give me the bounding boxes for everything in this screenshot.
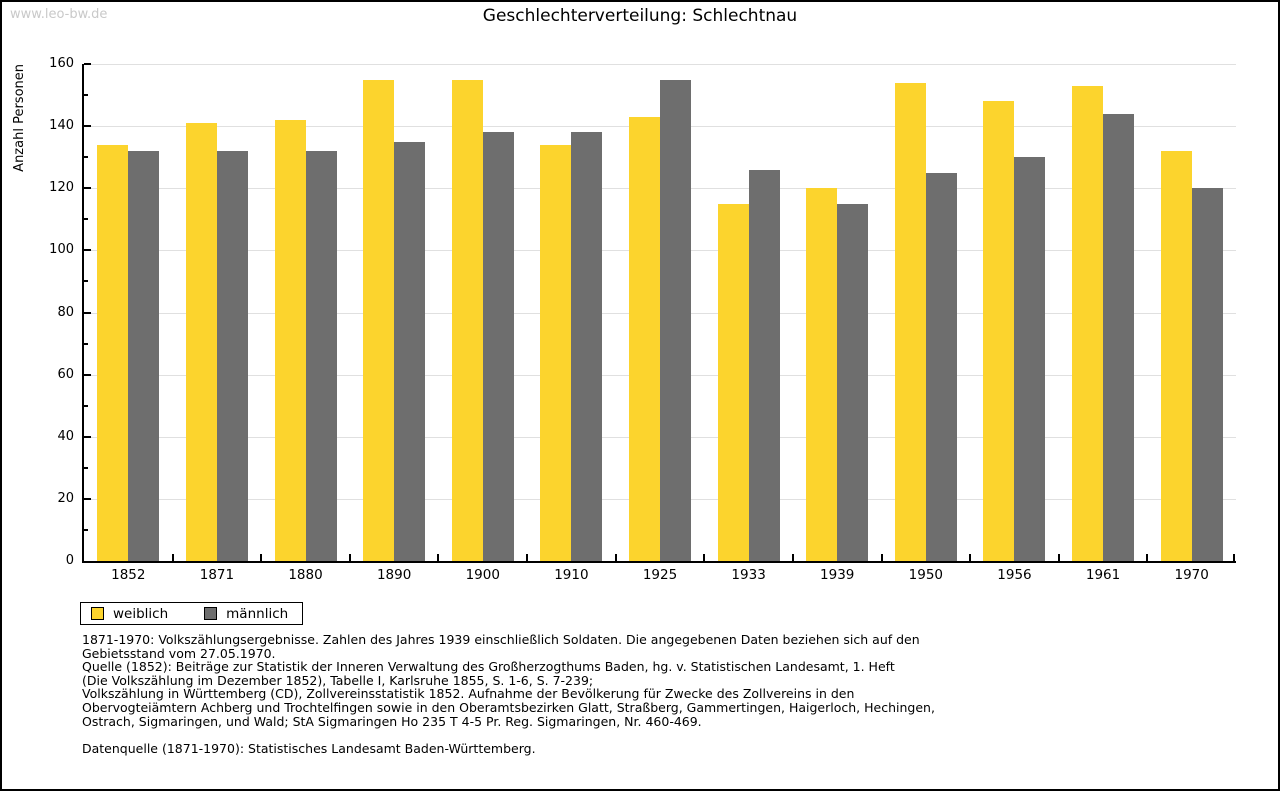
bar-weiblich-1950 (894, 82, 926, 561)
bar-weiblich-1939 (806, 188, 838, 561)
footnote-line-1: 1871-1970: Volkszählungsergebnisse. Zahl… (82, 632, 920, 647)
y-minor-tick-30 (84, 466, 88, 469)
y-major-tick-60 (84, 373, 91, 376)
x-tick-1 (171, 554, 174, 561)
legend: weiblich männlich (80, 602, 304, 625)
y-tick-label-140: 140 (49, 118, 74, 134)
bar-männlich-1950 (925, 172, 957, 561)
y-minor-tick-90 (84, 280, 88, 283)
y-major-tick-120 (84, 187, 91, 190)
y-minor-tick-10 (84, 528, 88, 531)
x-tick-label-1970: 1970 (1174, 567, 1209, 583)
x-tick-12 (1146, 554, 1149, 561)
x-tick-label-1939: 1939 (820, 567, 855, 583)
y-tick-label-80: 80 (57, 304, 74, 320)
source-notes: 1871-1970: Volkszählungsergebnisse. Zahl… (82, 633, 935, 728)
x-tick-3 (348, 554, 351, 561)
footnote-line-3: Quelle (1852): Beiträge zur Statistik de… (82, 659, 895, 675)
x-tick-label-1871: 1871 (199, 567, 235, 583)
footnote-line-4: (Die Volkszählung im Dezember 1852), Tab… (82, 672, 594, 688)
gridline-160 (84, 64, 1236, 65)
bar-weiblich-1933 (717, 203, 749, 561)
bar-männlich-1900 (482, 132, 514, 561)
footnote-line-7: Ostrach, Sigmaringen, und Wald; StA Sigm… (82, 713, 702, 729)
y-tick-label-40: 40 (57, 428, 74, 444)
legend-swatch-maennlich (204, 607, 218, 620)
x-tick-4 (437, 554, 440, 561)
x-tick-6 (614, 554, 617, 561)
y-major-tick-80 (84, 311, 91, 314)
x-tick-label-1890: 1890 (376, 567, 412, 583)
bar-männlich-1852 (128, 150, 160, 561)
bar-männlich-1880 (305, 150, 337, 561)
bar-weiblich-1880 (274, 119, 306, 561)
x-tick-label-1956: 1956 (997, 567, 1032, 583)
y-major-tick-40 (84, 435, 91, 438)
bar-männlich-1961 (1103, 113, 1135, 561)
y-minor-tick-150 (84, 94, 88, 97)
bar-männlich-1970 (1191, 188, 1223, 561)
y-tick-label-20: 20 (57, 490, 74, 506)
y-major-tick-20 (84, 497, 91, 500)
x-tick-10 (969, 554, 972, 561)
y-minor-tick-110 (84, 218, 88, 221)
bar-männlich-1956 (1014, 157, 1046, 561)
y-tick-label-100: 100 (49, 242, 74, 258)
y-tick-label-120: 120 (49, 180, 74, 196)
legend-swatch-weiblich (91, 607, 104, 620)
x-tick-7 (703, 554, 706, 561)
footnote-line-5: Volkszählung in Württemberg (CD), Zollve… (82, 686, 855, 702)
x-tick-label-1910: 1910 (554, 567, 589, 583)
bar-weiblich-1871 (185, 123, 217, 561)
datasource-note: Datenquelle (1871-1970): Statistisches L… (82, 740, 536, 756)
x-tick-13 (1233, 554, 1235, 561)
x-tick-11 (1057, 554, 1060, 561)
x-tick-label-1900: 1900 (465, 567, 500, 583)
x-tick-label-1961: 1961 (1085, 567, 1121, 583)
watermark: www.leo-bw.de (10, 7, 108, 22)
chart-title: Geschlechterverteilung: Schlechtnau (482, 6, 798, 26)
bar-männlich-1933 (748, 169, 780, 561)
bar-weiblich-1956 (983, 101, 1015, 561)
x-tick-8 (791, 554, 794, 561)
bar-weiblich-1852 (97, 144, 129, 561)
legend-label-weiblich: weiblich (113, 605, 169, 622)
bar-männlich-1939 (837, 203, 869, 561)
x-tick-label-1880: 1880 (288, 567, 323, 583)
y-major-tick-140 (84, 125, 91, 128)
bar-männlich-1890 (394, 141, 426, 561)
bar-weiblich-1961 (1072, 85, 1104, 561)
y-minor-tick-130 (84, 156, 88, 159)
bar-männlich-1910 (571, 132, 603, 561)
x-tick-5 (526, 554, 529, 561)
y-major-tick-160 (84, 63, 91, 65)
footnote-line-2: Gebietsstand vom 27.05.1970. (82, 645, 276, 661)
y-tick-label-60: 60 (57, 366, 74, 382)
x-tick-2 (260, 554, 263, 561)
bar-weiblich-1900 (451, 79, 483, 561)
y-minor-tick-50 (84, 404, 88, 407)
y-minor-tick-70 (84, 342, 88, 345)
plot-area: 1852 1871 1880 1890 1900 1910 1925 1933 1939 1950… (82, 63, 1236, 583)
bar-männlich-1925 (660, 79, 691, 561)
legend-label-maennlich: männlich (226, 605, 289, 622)
x-tick-label-1950: 1950 (908, 567, 944, 583)
y-tick-label-160: 160 (49, 56, 74, 71)
x-tick-9 (880, 554, 883, 561)
x-tick-label-1852: 1852 (111, 567, 146, 583)
footnote-line-6: Obervogteiämtern Achberg und Trochtelfin… (82, 699, 935, 715)
bar-männlich-1871 (216, 150, 248, 561)
x-tick-label-1933: 1933 (731, 567, 766, 583)
footnotes: 1871-1970: Volkszählungsergebnisse. Zahl… (82, 633, 935, 755)
bar-weiblich-1910 (540, 144, 572, 561)
bar-weiblich-1925 (629, 116, 660, 561)
x-tick-label-1925: 1925 (642, 567, 678, 583)
y-major-tick-100 (84, 249, 91, 252)
bar-weiblich-1970 (1160, 150, 1192, 561)
bar-weiblich-1890 (363, 79, 395, 561)
y-tick-label-0: 0 (65, 553, 74, 568)
